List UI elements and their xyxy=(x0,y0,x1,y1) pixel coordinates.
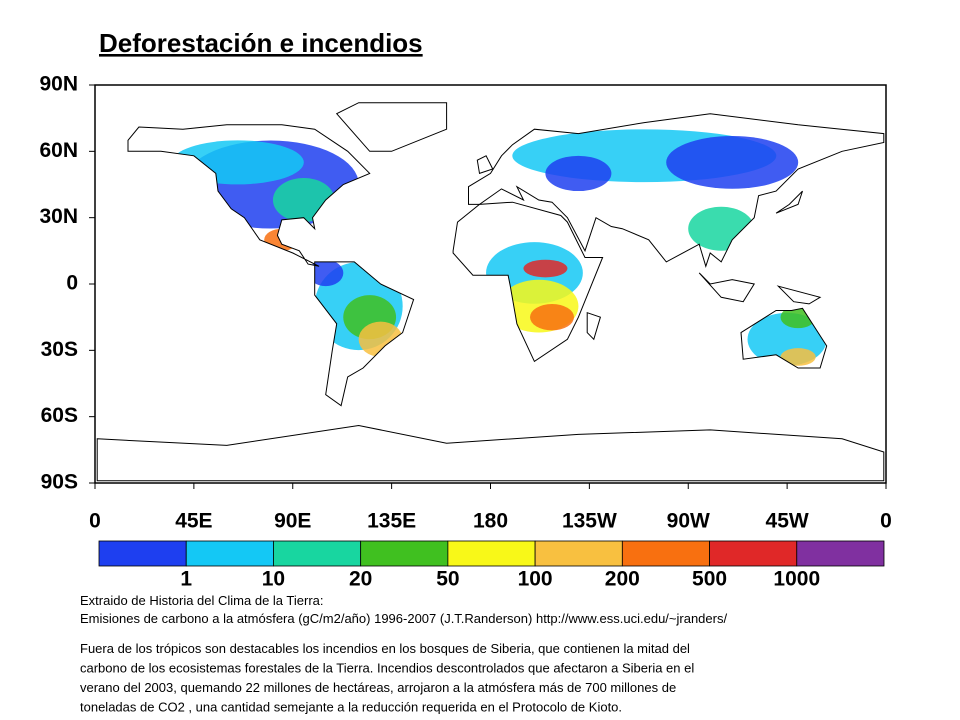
y-axis-label: 30N xyxy=(39,205,78,228)
source-line: Emisiones de carbono a la atmósfera (gC/… xyxy=(80,611,727,626)
coastline xyxy=(468,113,885,268)
land-mass xyxy=(97,425,884,481)
colorbar-swatch xyxy=(360,540,449,567)
x-axis-label: 135W xyxy=(562,510,617,533)
x-axis-label: 90E xyxy=(274,510,311,533)
y-axis-label: 30S xyxy=(41,338,78,361)
y-axis-label: 0 xyxy=(66,272,78,295)
body-line: Fuera de los trópicos son destacables lo… xyxy=(80,641,690,656)
colorbar-swatch xyxy=(709,540,798,567)
coastline xyxy=(476,155,494,175)
x-axis-label: 45W xyxy=(766,510,809,533)
emission-area xyxy=(666,135,799,189)
colorbar-swatch xyxy=(447,540,536,567)
x-axis-label: 135E xyxy=(367,510,416,533)
y-axis-label: 60S xyxy=(41,404,78,427)
land-mass xyxy=(778,286,821,304)
colorbar-label: 1000 xyxy=(773,568,820,591)
emission-area xyxy=(523,259,568,278)
emission-area xyxy=(530,303,575,331)
coastline xyxy=(314,261,415,407)
emission-area xyxy=(545,155,612,192)
source-line: Extraido de Historia del Clima de la Tie… xyxy=(80,593,324,608)
coastline xyxy=(776,285,822,305)
x-axis-label: 90W xyxy=(667,510,710,533)
colorbar-swatch xyxy=(185,540,274,567)
colorbar-label: 20 xyxy=(349,568,372,591)
y-axis-label: 90N xyxy=(39,73,78,96)
coastline xyxy=(452,201,604,363)
coastline xyxy=(775,190,803,214)
colorbar-label: 500 xyxy=(692,568,727,591)
colorbar-swatch xyxy=(273,540,362,567)
colorbar-swatch xyxy=(796,540,885,567)
x-axis-label: 45E xyxy=(175,510,212,533)
coastline xyxy=(740,307,828,369)
coastlines xyxy=(96,102,885,482)
colorbar-swatch xyxy=(98,540,187,567)
title: Deforestación e incendios xyxy=(99,28,423,58)
colorbar-swatch xyxy=(621,540,710,567)
land-mass xyxy=(477,155,493,174)
coastline xyxy=(335,102,448,152)
body-line: toneladas de CO2 , una cantidad semejant… xyxy=(80,700,622,715)
x-axis-label: 180 xyxy=(473,510,508,533)
y-axis-label: 90S xyxy=(41,471,78,494)
colorbar-swatch xyxy=(534,540,623,567)
coastline xyxy=(698,272,756,303)
coastline xyxy=(96,424,885,482)
colorbar-label: 10 xyxy=(262,568,285,591)
body-line: verano del 2003, quemando 22 millones de… xyxy=(80,680,676,695)
x-axis-label: 0 xyxy=(89,510,101,533)
land-mass xyxy=(699,272,755,302)
colorbar-label: 1 xyxy=(180,568,192,591)
coastline xyxy=(586,312,602,341)
land-mass xyxy=(587,312,601,340)
colorbar-label: 50 xyxy=(436,568,459,591)
colorbar-label: 200 xyxy=(605,568,640,591)
colorbar-label: 100 xyxy=(518,568,553,591)
coastline xyxy=(127,124,371,267)
body-line: carbono de los ecosistemas forestales de… xyxy=(80,661,694,676)
y-axis-label: 60N xyxy=(39,139,78,162)
emission-area xyxy=(780,348,816,366)
land-mass xyxy=(776,191,803,214)
land-mass xyxy=(336,102,447,152)
x-axis-label: 0 xyxy=(880,510,892,533)
